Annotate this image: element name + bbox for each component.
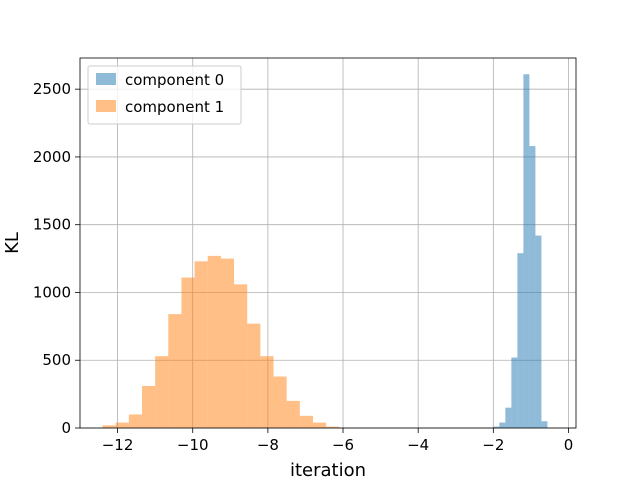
- bar-component-1-bin-3: [142, 385, 156, 428]
- legend: component 0 component 1: [87, 65, 242, 125]
- y-tick-label-5: 2500: [33, 80, 71, 98]
- x-tick-label-4: −4: [407, 436, 429, 454]
- legend-box: [87, 65, 242, 125]
- y-axis-ticks: 0 500 1000 1500 2000 2500: [33, 80, 80, 437]
- y-tick-label-2: 1000: [33, 283, 71, 301]
- bar-component-0-bin-7: [535, 235, 542, 428]
- bar-component-0-bin-6: [529, 146, 536, 428]
- bar-component-0-bin-1: [499, 422, 506, 428]
- y-tick-label-4: 2000: [33, 148, 71, 166]
- bar-component-1-bin-4: [155, 356, 169, 428]
- bar-component-0-bin-5: [523, 74, 530, 428]
- x-tick-label-5: −2: [482, 436, 504, 454]
- bar-component-1-bin-6: [181, 277, 195, 428]
- bar-component-1-bin-0: [102, 425, 116, 428]
- x-tick-label-1: −10: [177, 436, 209, 454]
- bar-component-1-bin-13: [273, 376, 287, 428]
- bar-component-1-bin-9: [220, 258, 235, 428]
- x-tick-label-2: −8: [257, 436, 279, 454]
- y-tick-label-0: 0: [61, 419, 71, 437]
- y-tick-label-1: 500: [42, 351, 71, 369]
- bar-component-0-bin-4: [517, 253, 524, 428]
- legend-label-component-1: component 1: [125, 98, 224, 116]
- bar-component-0-bin-2: [505, 407, 512, 428]
- bar-component-1-bin-5: [168, 314, 182, 428]
- bar-component-1-bin-7: [194, 261, 208, 428]
- bar-component-0-bin-0: [493, 426, 500, 428]
- legend-label-component-0: component 0: [125, 71, 224, 89]
- y-axis-label: KL: [2, 232, 23, 254]
- plot-frame: [79, 57, 577, 429]
- x-axis-label: iteration: [290, 460, 366, 480]
- bar-component-1-bin-2: [128, 414, 142, 428]
- bar-component-1-bin-10: [234, 284, 248, 428]
- bar-component-1-bin-8: [207, 255, 221, 428]
- histogram-bars: [102, 74, 548, 428]
- bar-component-1-bin-14: [286, 400, 300, 428]
- x-tick-label-3: −6: [332, 436, 354, 454]
- series-component-1: [102, 255, 340, 428]
- bar-component-1-bin-1: [115, 422, 129, 428]
- bar-component-0-bin-8: [541, 421, 548, 428]
- x-tick-label-0: −12: [102, 436, 134, 454]
- bar-component-1-bin-16: [312, 422, 327, 428]
- legend-swatch-component-1: [96, 100, 116, 112]
- bar-component-1-bin-12: [260, 356, 274, 428]
- bar-component-1-bin-15: [299, 415, 313, 428]
- x-axis-ticks: −12 −10 −8 −6 −4 −2 0: [102, 428, 574, 454]
- y-tick-label-3: 1500: [33, 216, 71, 234]
- x-tick-label-6: 0: [564, 436, 574, 454]
- legend-swatch-component-0: [96, 73, 116, 85]
- series-component-0: [493, 74, 548, 428]
- bar-component-0-bin-3: [511, 357, 518, 428]
- bar-component-1-bin-11: [247, 323, 261, 428]
- bar-component-1-bin-17: [326, 426, 340, 428]
